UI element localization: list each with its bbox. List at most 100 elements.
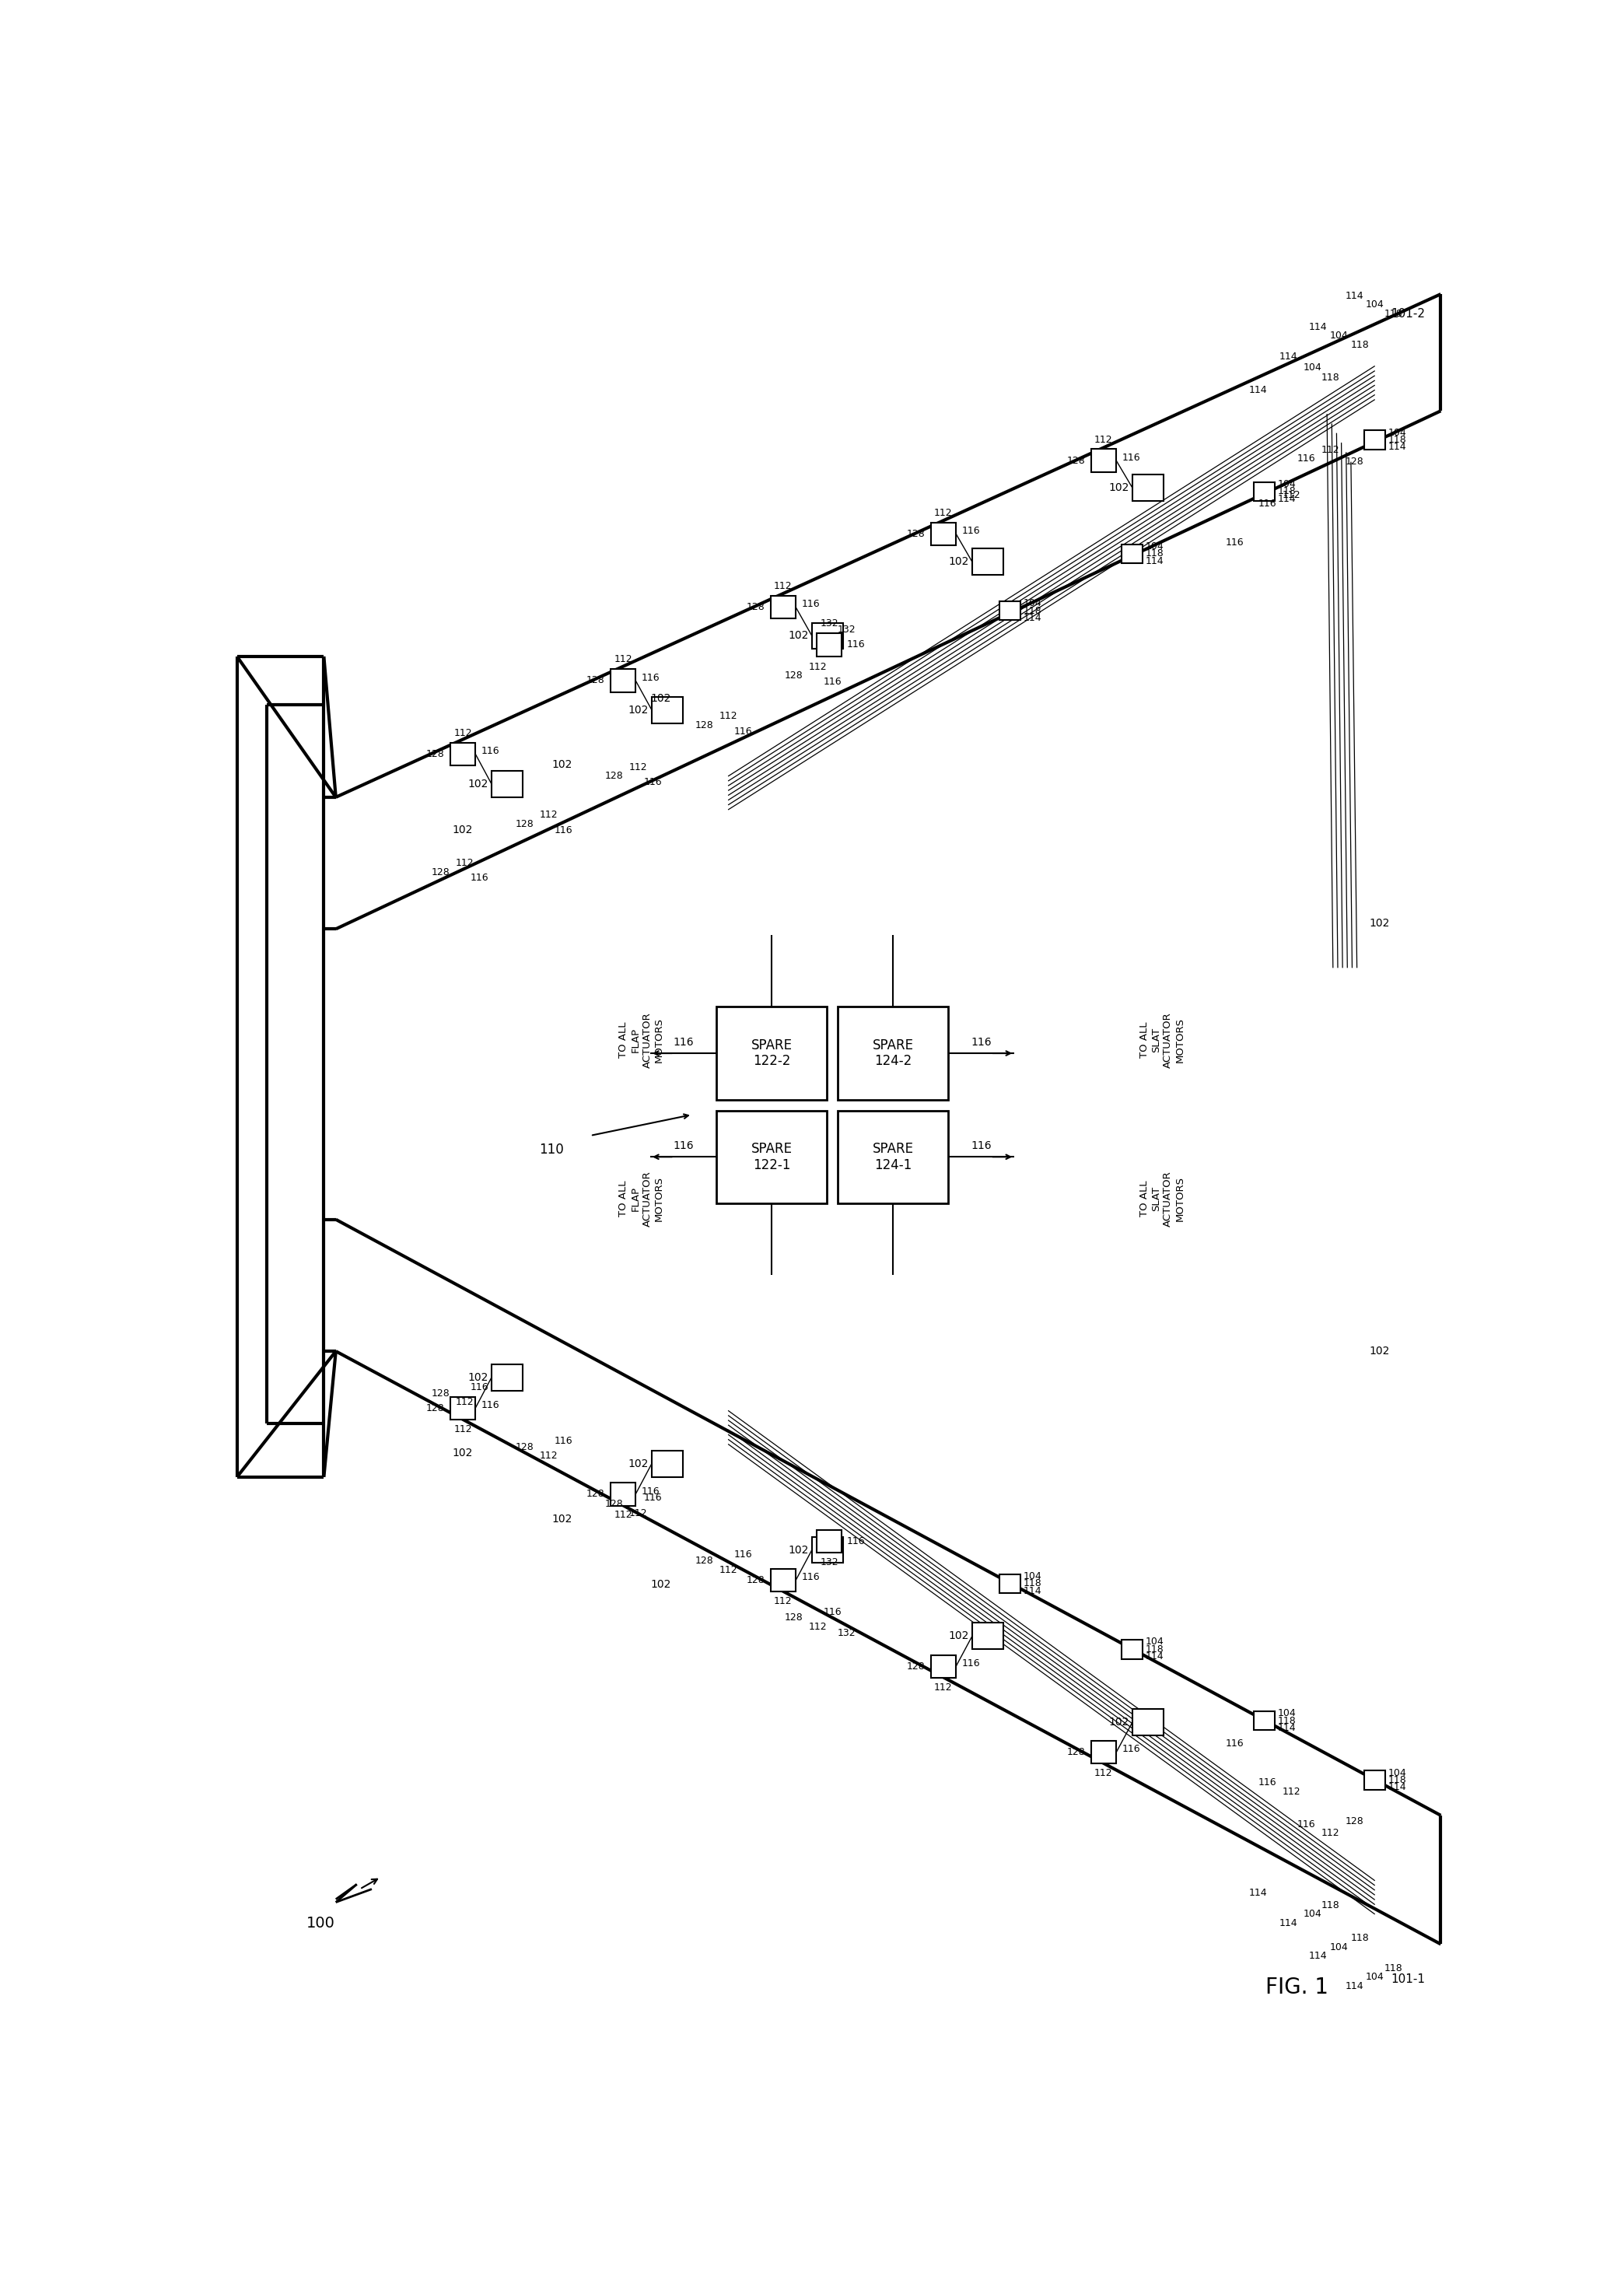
- Text: 114: 114: [1389, 1782, 1406, 1793]
- Text: TO ALL
FLAP
ACTUATOR
MOTORS: TO ALL FLAP ACTUATOR MOTORS: [619, 1170, 664, 1227]
- Text: 112: 112: [1281, 489, 1301, 501]
- Text: 116: 116: [734, 1550, 752, 1559]
- Text: 102: 102: [1369, 1345, 1390, 1356]
- Text: 114: 114: [1145, 555, 1163, 567]
- Text: 112: 112: [934, 508, 953, 519]
- Text: 102: 102: [552, 1514, 572, 1525]
- Text: 116: 116: [554, 1436, 573, 1445]
- Text: 128: 128: [745, 603, 765, 612]
- Text: 128: 128: [1345, 1816, 1364, 1825]
- Text: 104: 104: [1145, 1636, 1164, 1648]
- Text: SPARE
122-2: SPARE 122-2: [750, 1038, 793, 1067]
- Text: 116: 116: [734, 726, 752, 737]
- Bar: [1000, 1575, 1020, 1593]
- Text: 128: 128: [1067, 455, 1085, 467]
- Text: 118: 118: [1145, 549, 1164, 560]
- Bar: [1121, 544, 1142, 562]
- Text: 116: 116: [645, 776, 663, 787]
- Text: 112: 112: [719, 1566, 737, 1575]
- Text: 112: 112: [453, 728, 473, 737]
- Bar: [812, 1536, 843, 1564]
- Text: 112: 112: [775, 1595, 793, 1607]
- Text: 112: 112: [809, 662, 827, 671]
- Text: 128: 128: [784, 671, 804, 681]
- Text: 112: 112: [614, 1509, 632, 1520]
- Text: 118: 118: [1145, 1643, 1164, 1655]
- Text: 128: 128: [606, 1500, 624, 1509]
- Text: 114: 114: [1249, 1889, 1267, 1898]
- Text: 118: 118: [1389, 435, 1406, 444]
- Text: 128: 128: [432, 1388, 450, 1397]
- Text: 132: 132: [838, 624, 856, 635]
- Text: 101-2: 101-2: [1390, 307, 1424, 319]
- Text: 104: 104: [1023, 599, 1043, 608]
- Text: 102: 102: [650, 1580, 671, 1591]
- Text: 112: 112: [719, 712, 737, 721]
- Bar: [1364, 430, 1385, 448]
- Text: 114: 114: [1249, 385, 1267, 396]
- Bar: [931, 1655, 957, 1677]
- Text: 116: 116: [481, 1400, 500, 1411]
- Text: 110: 110: [539, 1143, 564, 1156]
- Text: 118: 118: [1384, 310, 1403, 319]
- Bar: [771, 596, 796, 619]
- Text: 104: 104: [1366, 1971, 1384, 1982]
- Text: 102: 102: [468, 778, 489, 790]
- Text: SPARE
122-1: SPARE 122-1: [750, 1143, 793, 1172]
- Text: 112: 112: [1095, 435, 1112, 444]
- Text: 116: 116: [846, 1536, 866, 1545]
- Text: 114: 114: [1023, 612, 1043, 624]
- Text: 116: 116: [802, 1573, 820, 1582]
- Bar: [1254, 483, 1275, 501]
- Text: 116: 116: [471, 1382, 489, 1393]
- Text: 128: 128: [606, 772, 624, 781]
- Text: 128: 128: [906, 528, 924, 539]
- Text: 102: 102: [948, 1630, 970, 1641]
- Text: 128: 128: [432, 867, 450, 876]
- Text: SPARE
124-1: SPARE 124-1: [872, 1143, 914, 1172]
- Bar: [838, 1006, 948, 1099]
- Bar: [450, 1397, 476, 1420]
- Text: 116: 116: [971, 1140, 992, 1152]
- Text: 112: 112: [1320, 1828, 1340, 1839]
- Text: 116: 116: [971, 1038, 992, 1047]
- Text: 128: 128: [515, 819, 534, 828]
- Text: 128: 128: [695, 719, 713, 731]
- Text: 112: 112: [775, 580, 793, 592]
- Text: 114: 114: [1345, 291, 1363, 300]
- Text: 128: 128: [695, 1557, 713, 1566]
- Bar: [651, 1450, 682, 1477]
- Text: 102: 102: [650, 692, 671, 703]
- Text: 118: 118: [1320, 1900, 1340, 1910]
- Text: 132: 132: [820, 619, 838, 628]
- Bar: [1132, 476, 1163, 501]
- Text: 112: 112: [453, 1425, 473, 1434]
- Bar: [716, 1006, 827, 1099]
- Text: 104: 104: [1278, 480, 1296, 489]
- Text: 118: 118: [1351, 339, 1369, 351]
- Text: SPARE
124-2: SPARE 124-2: [872, 1038, 914, 1067]
- Text: 102: 102: [948, 555, 970, 567]
- Text: 114: 114: [1309, 1951, 1327, 1962]
- Text: 101-1: 101-1: [1390, 1973, 1424, 1985]
- Text: 128: 128: [906, 1661, 924, 1671]
- Text: 116: 116: [961, 526, 981, 535]
- Bar: [1254, 1712, 1275, 1730]
- Text: 116: 116: [1224, 537, 1244, 549]
- Text: TO ALL
SLAT
ACTUATOR
MOTORS: TO ALL SLAT ACTUATOR MOTORS: [1140, 1013, 1186, 1067]
- Text: 112: 112: [455, 1397, 474, 1407]
- Text: 116: 116: [1298, 1819, 1315, 1830]
- Text: 102: 102: [788, 630, 809, 642]
- Text: 102: 102: [468, 1372, 489, 1384]
- Text: 116: 116: [481, 747, 500, 756]
- Bar: [973, 549, 1004, 576]
- Bar: [838, 1111, 948, 1204]
- Text: 116: 116: [645, 1493, 663, 1502]
- Text: 104: 104: [1330, 1941, 1348, 1953]
- Text: 128: 128: [784, 1614, 804, 1623]
- Bar: [931, 523, 957, 546]
- Text: 112: 112: [1095, 1768, 1112, 1778]
- Text: 102: 102: [628, 706, 648, 715]
- Text: 102: 102: [453, 1448, 473, 1459]
- Text: 102: 102: [1109, 483, 1129, 494]
